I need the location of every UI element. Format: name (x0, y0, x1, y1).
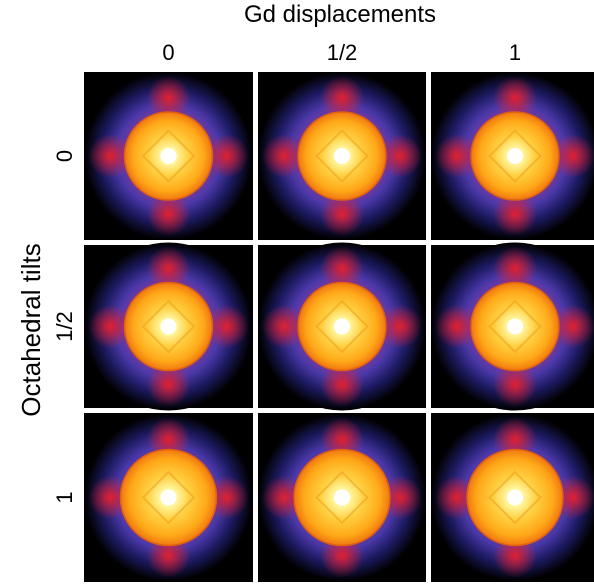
bright-spot (507, 148, 523, 164)
panel-grid (84, 72, 594, 582)
diffraction-pattern (431, 413, 594, 582)
diffraction-pattern (84, 72, 253, 240)
bright-spot (507, 319, 523, 335)
bright-spot (161, 319, 177, 335)
row-title: Octahedral tilts (16, 243, 46, 416)
figure: Gd displacements Octahedral tilts 0 1/2 1 0… (0, 0, 594, 582)
bright-spot (507, 490, 523, 506)
bright-spot (334, 148, 350, 164)
bright-spot (334, 319, 350, 335)
column-label: 1/2 (327, 40, 358, 65)
bright-spot (161, 490, 177, 506)
row-label: 0 (52, 150, 77, 162)
bright-spot (334, 490, 350, 506)
diffraction-pattern (84, 243, 253, 411)
diffraction-pattern (431, 72, 594, 240)
column-title: Gd displacements (244, 1, 436, 28)
column-label: 0 (162, 40, 174, 65)
row-label: 1/2 (52, 311, 77, 342)
bright-spot (161, 148, 177, 164)
diffraction-pattern (258, 72, 426, 240)
column-label: 1 (509, 40, 521, 65)
row-label: 1 (52, 491, 77, 503)
diffraction-pattern (84, 413, 253, 582)
diffraction-pattern (258, 413, 426, 582)
diffraction-pattern (258, 243, 426, 411)
diffraction-pattern (431, 243, 594, 411)
page: {"title": "Gd displacements", "columns":… (0, 0, 594, 582)
